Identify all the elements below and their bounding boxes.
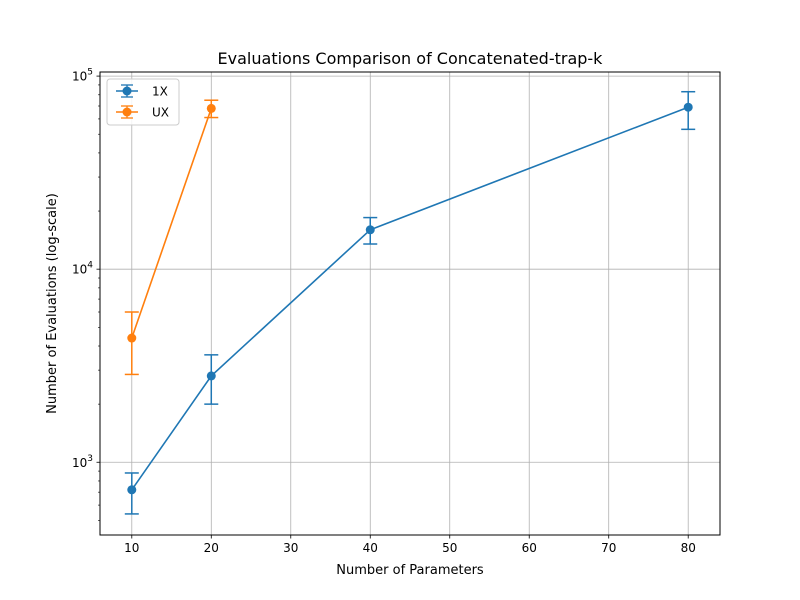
x-tick-label: 50 (442, 541, 457, 555)
y-tick-base: 10 (72, 456, 87, 470)
x-tick-label: 40 (363, 541, 378, 555)
y-tick-base: 10 (72, 263, 87, 277)
plot-frame (99, 71, 721, 536)
x-tick-label: 70 (601, 541, 616, 555)
data-point (683, 102, 693, 112)
legend: 1X UX (106, 78, 180, 126)
x-tick-label: 60 (522, 541, 537, 555)
series-line (131, 106, 689, 491)
y-tick-exponent: 5 (87, 68, 93, 78)
y-axis-label: Number of Evaluations (log-scale) (45, 193, 60, 414)
data-point (365, 225, 375, 235)
data-point (127, 333, 137, 343)
x-tick-label: 80 (681, 541, 696, 555)
data-point (127, 485, 137, 495)
series-line (131, 108, 213, 339)
legend-label: UX (152, 106, 169, 120)
x-tick-label: 20 (204, 541, 219, 555)
y-tick-label: 105 (72, 68, 93, 84)
y-tick-exponent: 4 (87, 261, 93, 271)
y-tick-label: 103 (72, 454, 93, 470)
chart-title: Evaluations Comparison of Concatenated-t… (218, 49, 604, 68)
x-axis-label: Number of Parameters (336, 563, 484, 578)
y-tick-base: 10 (72, 70, 87, 84)
legend-marker (122, 86, 132, 96)
y-tick-label: 104 (72, 261, 93, 277)
legend-label: 1X (152, 85, 168, 99)
series-layer (124, 90, 696, 515)
legend-marker (122, 107, 132, 117)
y-tick-exponent: 3 (87, 454, 93, 464)
x-tick-label: 30 (283, 541, 298, 555)
x-tick-label: 10 (124, 541, 139, 555)
data-point (206, 103, 216, 113)
data-point (206, 371, 216, 381)
